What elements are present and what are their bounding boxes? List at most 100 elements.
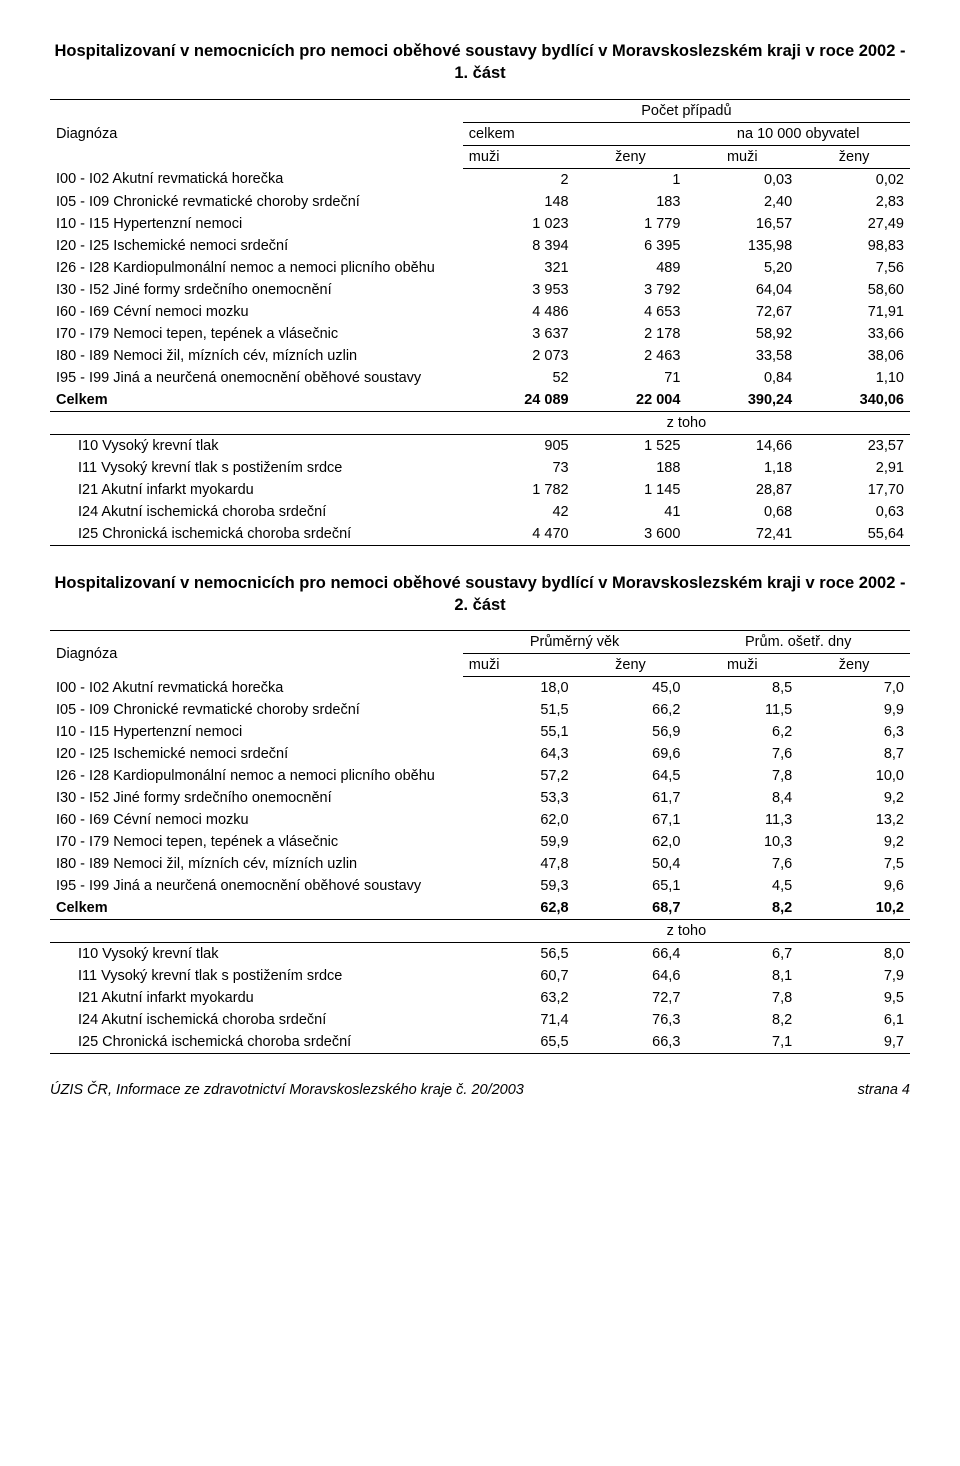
table-row-label: I10 - I15 Hypertenzní nemoci	[50, 213, 463, 235]
table-cell: 1 525	[575, 434, 687, 457]
table-cell: 9,7	[798, 1031, 910, 1054]
table-cell: 63,2	[463, 987, 575, 1009]
table-cell: 18,0	[463, 677, 575, 700]
table-cell: 10,0	[798, 765, 910, 787]
table-cell: 6,3	[798, 721, 910, 743]
table-cell: 1,18	[686, 457, 798, 479]
t1-total-c1: 22 004	[575, 389, 687, 412]
table-cell: 6 395	[575, 235, 687, 257]
table-cell: 64,3	[463, 743, 575, 765]
table-cell: 2	[463, 168, 575, 191]
t2-total-label: Celkem	[50, 897, 463, 920]
t2-h-diag: Diagnóza	[50, 631, 463, 677]
table-cell: 57,2	[463, 765, 575, 787]
footer-right: strana 4	[858, 1082, 910, 1098]
table-cell: 62,0	[463, 809, 575, 831]
table-cell: 59,9	[463, 831, 575, 853]
table-cell: 9,2	[798, 787, 910, 809]
table-row-label: I24 Akutní ischemická choroba srdeční	[50, 1009, 463, 1031]
table-cell: 8 394	[463, 235, 575, 257]
t1-h-z2: ženy	[798, 145, 910, 168]
table-cell: 9,5	[798, 987, 910, 1009]
t2-total-c3: 10,2	[798, 897, 910, 920]
table-cell: 66,4	[575, 943, 687, 966]
t2-h-sub1: Průměrný věk	[463, 631, 687, 654]
table-cell: 7,6	[686, 743, 798, 765]
t1-h-sub2: na 10 000 obyvatel	[686, 122, 910, 145]
table-cell: 7,5	[798, 853, 910, 875]
table-cell: 64,5	[575, 765, 687, 787]
table1: Diagnóza Počet případů celkem na 10 000 …	[50, 99, 910, 546]
table-row-label: I05 - I09 Chronické revmatické choroby s…	[50, 191, 463, 213]
table-cell: 148	[463, 191, 575, 213]
table-cell: 7,8	[686, 765, 798, 787]
t1-h-m2: muži	[686, 145, 798, 168]
table-cell: 188	[575, 457, 687, 479]
table-row-label: I20 - I25 Ischemické nemoci srdeční	[50, 235, 463, 257]
table-row-label: I70 - I79 Nemoci tepen, tepének a vláseč…	[50, 831, 463, 853]
t2-h-sub2: Prům. ošetř. dny	[686, 631, 910, 654]
t2-h-z1: ženy	[575, 654, 687, 677]
table-cell: 14,66	[686, 434, 798, 457]
table-row-label: I21 Akutní infarkt myokardu	[50, 987, 463, 1009]
table-row-label: I60 - I69 Cévní nemoci mozku	[50, 301, 463, 323]
t2-ztoho: z toho	[463, 920, 910, 943]
table-cell: 72,7	[575, 987, 687, 1009]
table-cell: 72,67	[686, 301, 798, 323]
t1-total-c2: 390,24	[686, 389, 798, 412]
table-cell: 7,9	[798, 965, 910, 987]
table-cell: 27,49	[798, 213, 910, 235]
table-cell: 5,20	[686, 257, 798, 279]
table-cell: 4 486	[463, 301, 575, 323]
table-row-label: I11 Vysoký krevní tlak s postižením srdc…	[50, 457, 463, 479]
table-cell: 1 782	[463, 479, 575, 501]
table-cell: 9,2	[798, 831, 910, 853]
table-row-label: I20 - I25 Ischemické nemoci srdeční	[50, 743, 463, 765]
table-cell: 9,6	[798, 875, 910, 897]
table-cell: 3 792	[575, 279, 687, 301]
t1-total-label: Celkem	[50, 389, 463, 412]
table1-title: Hospitalizovaní v nemocnicích pro nemoci…	[50, 40, 910, 85]
table-cell: 4,5	[686, 875, 798, 897]
table-cell: 1,10	[798, 367, 910, 389]
table-cell: 60,7	[463, 965, 575, 987]
table-cell: 61,7	[575, 787, 687, 809]
table-row-label: I11 Vysoký krevní tlak s postižením srdc…	[50, 965, 463, 987]
table-cell: 50,4	[575, 853, 687, 875]
table-cell: 66,3	[575, 1031, 687, 1054]
table-cell: 7,6	[686, 853, 798, 875]
table-cell: 183	[575, 191, 687, 213]
table-cell: 69,6	[575, 743, 687, 765]
table2: Diagnóza Průměrný věk Prům. ošetř. dny m…	[50, 630, 910, 1054]
table-cell: 6,1	[798, 1009, 910, 1031]
table-cell: 4 653	[575, 301, 687, 323]
table-cell: 58,60	[798, 279, 910, 301]
t1-total-c0: 24 089	[463, 389, 575, 412]
table-cell: 6,7	[686, 943, 798, 966]
table-cell: 17,70	[798, 479, 910, 501]
table-cell: 56,9	[575, 721, 687, 743]
table-cell: 76,3	[575, 1009, 687, 1031]
t1-h-diag: Diagnóza	[50, 99, 463, 168]
table-cell: 64,04	[686, 279, 798, 301]
t1-h-group: Počet případů	[463, 99, 910, 122]
table-cell: 71,91	[798, 301, 910, 323]
table-cell: 0,63	[798, 501, 910, 523]
table-cell: 66,2	[575, 699, 687, 721]
t1-ztoho: z toho	[463, 411, 910, 434]
table-cell: 1 145	[575, 479, 687, 501]
table-cell: 7,1	[686, 1031, 798, 1054]
footer-left: ÚZIS ČR, Informace ze zdravotnictví Mora…	[50, 1082, 524, 1098]
table-cell: 65,5	[463, 1031, 575, 1054]
table-cell: 38,06	[798, 345, 910, 367]
table-cell: 10,3	[686, 831, 798, 853]
table-cell: 51,5	[463, 699, 575, 721]
table-cell: 11,5	[686, 699, 798, 721]
table-cell: 905	[463, 434, 575, 457]
table-cell: 0,68	[686, 501, 798, 523]
table-cell: 0,02	[798, 168, 910, 191]
table-cell: 28,87	[686, 479, 798, 501]
table-cell: 8,7	[798, 743, 910, 765]
table-cell: 1	[575, 168, 687, 191]
table-cell: 7,56	[798, 257, 910, 279]
